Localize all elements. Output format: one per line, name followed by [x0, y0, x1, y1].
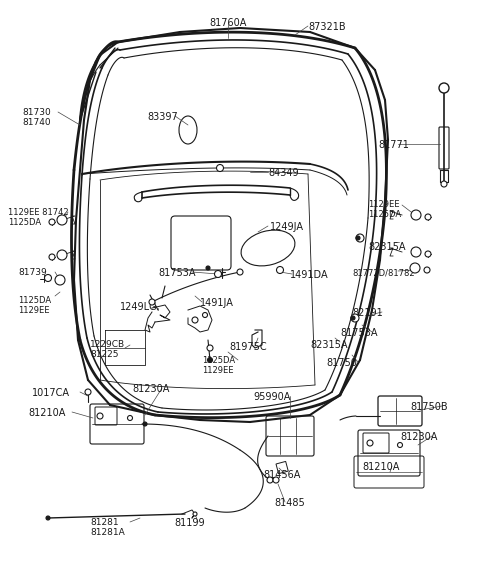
Circle shape	[356, 234, 364, 242]
Circle shape	[411, 210, 421, 220]
Text: 1125DA
1129EE: 1125DA 1129EE	[18, 296, 51, 315]
Circle shape	[192, 317, 198, 323]
Text: 1249LG: 1249LG	[120, 302, 157, 312]
Text: 81199: 81199	[175, 518, 205, 528]
Text: 81210A: 81210A	[362, 462, 399, 472]
Text: 81760A: 81760A	[209, 18, 247, 28]
Bar	[276, 462, 288, 474]
Circle shape	[411, 247, 421, 257]
Circle shape	[49, 254, 55, 260]
Circle shape	[128, 415, 132, 420]
Circle shape	[97, 413, 103, 419]
Text: 81230A: 81230A	[400, 432, 437, 442]
Text: 81210A: 81210A	[28, 408, 65, 418]
Text: 95990A: 95990A	[253, 392, 291, 402]
Text: 1249JA: 1249JA	[270, 222, 304, 232]
Circle shape	[193, 512, 197, 516]
Circle shape	[425, 214, 431, 220]
Text: 81230A: 81230A	[132, 384, 169, 394]
Circle shape	[49, 219, 55, 225]
Circle shape	[424, 267, 430, 273]
Text: 81739: 81739	[18, 268, 47, 277]
Text: 83397: 83397	[148, 112, 179, 122]
Text: 81485: 81485	[275, 498, 305, 508]
Circle shape	[273, 477, 279, 483]
Text: 84349: 84349	[268, 168, 299, 178]
Text: 1129EE
1125DA: 1129EE 1125DA	[368, 200, 401, 220]
Circle shape	[439, 83, 449, 93]
Circle shape	[351, 316, 355, 320]
Circle shape	[149, 299, 155, 305]
Text: 82315A: 82315A	[368, 242, 406, 252]
Text: 81753A: 81753A	[158, 268, 195, 278]
Circle shape	[203, 312, 207, 317]
Circle shape	[143, 422, 147, 426]
Circle shape	[267, 477, 273, 483]
Text: 81975C: 81975C	[229, 342, 267, 352]
Circle shape	[215, 271, 221, 277]
Circle shape	[46, 516, 50, 520]
Text: 81772D/81782: 81772D/81782	[352, 268, 415, 277]
Circle shape	[206, 266, 210, 270]
Text: 81750: 81750	[326, 358, 357, 368]
Text: 82191: 82191	[352, 308, 383, 318]
Text: 87321B: 87321B	[308, 22, 346, 32]
Circle shape	[425, 251, 431, 257]
Text: 82315A: 82315A	[310, 340, 348, 350]
Text: 1491JA: 1491JA	[200, 298, 234, 308]
Circle shape	[57, 215, 67, 225]
Circle shape	[85, 389, 91, 395]
Circle shape	[216, 165, 224, 172]
Text: 81281
81281A: 81281 81281A	[91, 518, 125, 538]
Text: 81730
81740: 81730 81740	[22, 108, 51, 128]
Circle shape	[55, 275, 65, 285]
Circle shape	[207, 345, 213, 351]
Circle shape	[441, 181, 447, 187]
Text: 1129EE 81742
1125DA: 1129EE 81742 1125DA	[8, 208, 69, 228]
Text: 81753A: 81753A	[340, 328, 377, 338]
Circle shape	[397, 443, 403, 447]
Text: 81456A: 81456A	[264, 470, 300, 480]
Circle shape	[45, 275, 51, 281]
Circle shape	[237, 269, 243, 275]
Text: 1229CB
81225: 1229CB 81225	[90, 340, 125, 359]
Circle shape	[276, 267, 284, 273]
Text: 1491DA: 1491DA	[290, 270, 329, 280]
Circle shape	[410, 263, 420, 273]
Circle shape	[57, 250, 67, 260]
Circle shape	[356, 236, 360, 240]
Text: 1125DA
1129EE: 1125DA 1129EE	[202, 356, 235, 375]
Circle shape	[351, 314, 359, 322]
Text: 81750B: 81750B	[410, 402, 448, 412]
Circle shape	[207, 358, 213, 363]
Circle shape	[367, 440, 373, 446]
Text: 81771: 81771	[378, 140, 409, 150]
Text: 1017CA: 1017CA	[32, 388, 70, 398]
